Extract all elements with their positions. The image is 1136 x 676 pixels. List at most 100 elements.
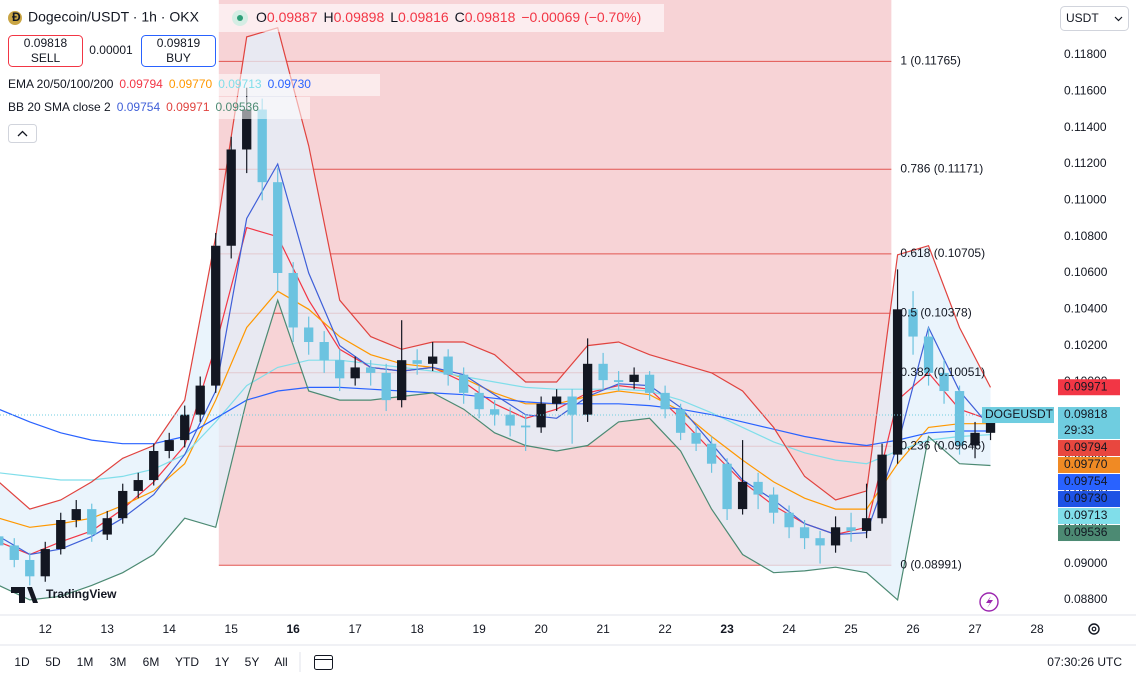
timeframe-button[interactable]: 5D	[45, 655, 61, 669]
candle-body	[381, 372, 391, 401]
ema-value: 0.09730	[268, 77, 312, 91]
candle-body	[908, 309, 918, 337]
currency: USDT	[1066, 11, 1099, 25]
candle-body	[520, 425, 531, 428]
price-tag	[1058, 491, 1120, 508]
currency-select[interactable]	[1060, 6, 1129, 31]
timeframe-button[interactable]: 5Y	[245, 655, 260, 669]
y-tick-label: 0.11200	[1064, 156, 1107, 170]
y-tick-label: 0.10400	[1064, 301, 1108, 315]
y-tick-label: 0.10200	[1064, 338, 1108, 352]
fib-label: 1 (0.11765)	[900, 54, 961, 68]
settings-hub	[1091, 626, 1097, 632]
date-range-icon[interactable]	[314, 655, 333, 670]
fib-label: 0.236 (0.09646)	[900, 438, 985, 452]
candle-body	[25, 559, 35, 577]
timeframe-button[interactable]: All	[274, 655, 287, 669]
countdown: 29:33	[1064, 423, 1094, 437]
ohlc-value: 0.09818	[465, 9, 516, 25]
candle-body	[412, 360, 422, 364]
symbol-tag-name: DOGEUSDT	[985, 407, 1054, 421]
y-tick-label: 0.11400	[1064, 120, 1107, 134]
x-tick-label: 14	[163, 622, 177, 636]
timeframe-button[interactable]: 1D	[14, 655, 30, 669]
price-tag-label: 0.09770	[1064, 457, 1108, 471]
candle-body	[443, 356, 453, 375]
ema-label: EMA 20/50/100/200	[8, 77, 114, 91]
candle-body	[87, 509, 97, 535]
timeframe-button[interactable]: 3M	[110, 655, 127, 669]
candle-body	[737, 481, 748, 510]
candle-body	[397, 360, 407, 401]
candle-body	[474, 392, 484, 410]
buy-label: BUY	[166, 51, 191, 65]
fib-label: 0.382 (0.10051)	[900, 365, 985, 379]
bb-value: 0.09971	[166, 100, 210, 114]
timeframe-button[interactable]: 6M	[143, 655, 160, 669]
price-tag	[1058, 379, 1120, 396]
ema-value: 0.09713	[218, 77, 262, 91]
header-bg	[0, 4, 664, 32]
timeframe-button[interactable]: YTD	[175, 655, 199, 669]
candle-body	[939, 372, 949, 392]
price-tag-label: 0.09536	[1064, 525, 1108, 539]
candle-body	[257, 109, 267, 183]
x-tick-label: 16	[287, 622, 301, 636]
clock: 07:30:26 UTC	[1047, 655, 1122, 669]
candle-body	[102, 518, 112, 535]
timeframe-button[interactable]: 1M	[77, 655, 94, 669]
candle-body	[815, 538, 825, 546]
dropdown-arrow	[1114, 16, 1123, 22]
candle-body	[459, 374, 469, 393]
candle-body	[226, 149, 236, 246]
buy-price: 0.09819	[157, 36, 201, 50]
price-tag-label: 0.09794	[1064, 440, 1108, 454]
sell-button[interactable]	[8, 35, 83, 67]
fib-label: 0.5 (0.10378)	[900, 305, 971, 319]
candle-body	[71, 509, 81, 521]
candle-body	[118, 490, 128, 519]
bb-label: BB 20 SMA close 2	[8, 100, 111, 114]
buy-button[interactable]	[141, 35, 216, 67]
legend-bg	[4, 74, 380, 96]
candle-body	[180, 414, 190, 441]
ema-value: 0.09770	[169, 77, 213, 91]
bb-value: 0.09754	[117, 100, 161, 114]
bb-legend: BB 20 SMA close 2 0.09754 0.09971 0.09536	[8, 100, 259, 114]
y-tick-label: 0.08800	[1064, 592, 1108, 606]
candle-body	[366, 367, 376, 373]
price-tag-label: 0.09754	[1064, 474, 1108, 488]
candle-body	[892, 309, 903, 455]
collapse-button[interactable]	[8, 124, 37, 143]
brand-logo	[11, 587, 38, 603]
candle-body	[923, 336, 934, 373]
x-tick-label: 19	[472, 622, 486, 636]
sell-label: SELL	[31, 51, 61, 65]
ohlc-value: 0.09816	[398, 9, 449, 25]
ohlc-key: O	[256, 9, 267, 25]
candle-body	[830, 527, 841, 546]
x-tick-label: 15	[225, 622, 239, 636]
change: −0.00069 (−0.70%)	[521, 9, 641, 25]
candle-body	[753, 481, 763, 495]
candle-body	[768, 494, 779, 513]
candle-body	[9, 545, 19, 560]
ohlc-value: 0.09898	[334, 9, 385, 25]
candle-body	[350, 367, 360, 379]
x-tick-label: 27	[968, 622, 982, 636]
ohlc-key: H	[324, 9, 334, 25]
timeframe-button[interactable]: 1Y	[215, 655, 230, 669]
symbol-tag	[982, 407, 1054, 424]
x-tick-label: 18	[410, 622, 424, 636]
candle-body	[273, 182, 283, 273]
candle-body	[660, 392, 670, 410]
settings-icon[interactable]	[1088, 623, 1100, 635]
price-tag	[1058, 440, 1120, 457]
candle-body	[629, 374, 639, 382]
candle-body	[613, 380, 624, 382]
indicator-line	[0, 27, 992, 510]
last-price-label: 0.09818	[1064, 407, 1108, 421]
fib-label: 0 (0.08991)	[900, 557, 961, 571]
indicator-line	[0, 298, 991, 602]
